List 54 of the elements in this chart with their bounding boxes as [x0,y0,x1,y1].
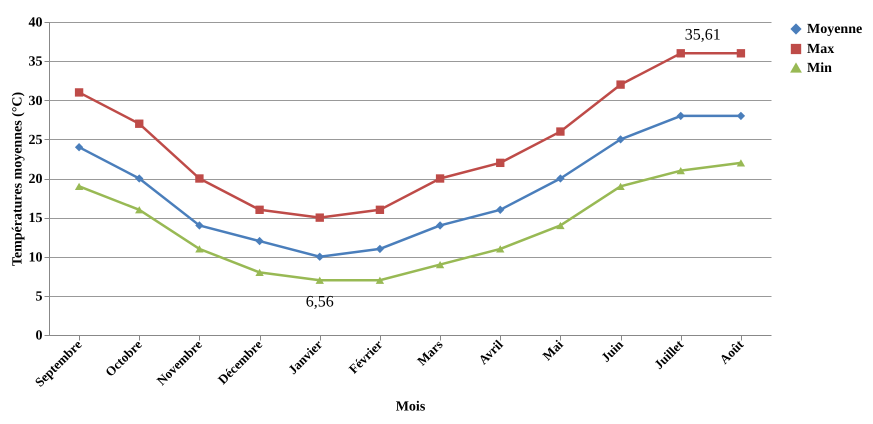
point [255,268,264,276]
point [376,276,384,284]
point [376,244,384,254]
point [676,49,685,58]
point [496,158,504,168]
point [436,174,444,183]
point [316,276,324,284]
point [135,206,144,214]
point [736,49,746,58]
point [676,167,685,174]
point [616,182,625,190]
y-tick-label: 0 [36,328,42,344]
point [676,112,685,120]
y-axis-title: Températures moyennes (°C) [10,91,26,266]
point [556,222,565,230]
annotation: 6,56 [306,294,334,311]
y-tick-label: 15 [28,211,42,226]
annotation: 35,61 [684,26,721,44]
point [556,127,565,136]
y-tick-label: 10 [28,250,42,266]
point [255,206,264,214]
point [736,112,746,120]
point [436,260,444,268]
point [616,80,625,89]
point [316,213,324,222]
point [255,236,264,246]
point [736,159,746,166]
legend-label: Min [807,61,832,76]
point [496,206,504,214]
point [195,174,204,183]
y-tick-label: 5 [36,289,42,304]
point [195,221,204,230]
y-tick-label: 40 [28,16,42,30]
point [316,252,324,261]
point [135,174,144,183]
point [556,174,565,183]
x-tick-label: Mai [539,336,566,364]
point [376,206,384,214]
point [496,245,504,253]
legend-label: Max [807,42,834,57]
x-tick-label: Juin [598,336,627,365]
y-tick-label: 35 [28,54,42,70]
x-axis-title: Mois [396,400,426,415]
point [74,182,84,190]
point [135,120,144,128]
point [74,88,84,97]
y-tick-label: 25 [28,132,42,148]
y-tick-label: 20 [28,172,42,187]
legend-label: Moyenne [807,22,862,37]
point [436,221,444,230]
point [195,245,204,253]
y-tick-label: 30 [28,94,42,109]
point [74,143,84,152]
point [616,135,625,144]
